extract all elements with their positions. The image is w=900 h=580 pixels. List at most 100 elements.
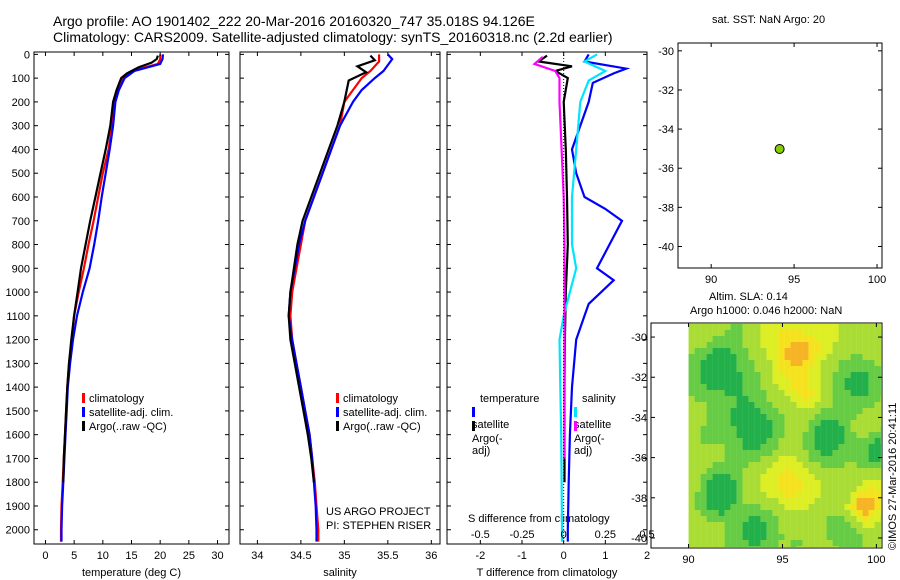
x-tick-label: 20 xyxy=(154,550,166,562)
sla-cell xyxy=(862,414,869,420)
sla-cell xyxy=(838,396,845,402)
sla-cell xyxy=(844,438,851,444)
sla-cell xyxy=(862,402,869,408)
sla-cell xyxy=(850,372,857,378)
sla-cell xyxy=(802,522,809,528)
sla-cell xyxy=(736,456,743,462)
sla-cell xyxy=(820,468,827,474)
sla-cell xyxy=(874,336,881,342)
x-tick-label: 25 xyxy=(183,550,195,562)
sla-cell xyxy=(832,324,839,330)
sla-cell xyxy=(808,444,815,450)
sla-cell xyxy=(712,426,719,432)
sla-cell xyxy=(706,432,713,438)
sla-cell xyxy=(700,396,707,402)
sla-cell xyxy=(826,456,833,462)
y-tick-label: 900 xyxy=(12,263,30,275)
sla-cell xyxy=(790,534,797,540)
sla-cell xyxy=(688,330,695,336)
sla-cell xyxy=(790,450,797,456)
sla-cell xyxy=(718,474,725,480)
sla-cell xyxy=(874,390,881,396)
sla-cell xyxy=(850,444,857,450)
sla-cell xyxy=(772,366,779,372)
sla-cell xyxy=(730,438,737,444)
sla-cell xyxy=(754,546,761,547)
top-tick-label: -0.5 xyxy=(471,529,490,541)
sla-cell xyxy=(736,408,743,414)
sla-cell xyxy=(766,510,773,516)
sla-cell xyxy=(802,324,809,330)
sla-cell xyxy=(814,324,821,330)
sla-cell xyxy=(766,474,773,480)
sla-cell xyxy=(760,546,767,547)
sla-cell xyxy=(802,468,809,474)
sla-cell xyxy=(766,534,773,540)
sla-cell xyxy=(760,396,767,402)
sla-cell xyxy=(838,462,845,468)
sla-cell xyxy=(706,492,713,498)
sla-cell xyxy=(784,414,791,420)
sla-cell xyxy=(718,444,725,450)
sla-cell xyxy=(802,486,809,492)
series-line-temperature-satellite xyxy=(566,53,631,542)
sla-cell xyxy=(838,510,845,516)
series-line-temperature-argo-adj- xyxy=(535,54,573,483)
sla-cell xyxy=(742,324,749,330)
sla-cell xyxy=(694,534,701,540)
sla-cell xyxy=(790,426,797,432)
sla-cell xyxy=(754,348,761,354)
sla-cell xyxy=(688,438,695,444)
sla-cell xyxy=(808,432,815,438)
series-line-argo-raw-qc- xyxy=(287,54,377,483)
sla-cell xyxy=(874,432,881,438)
sla-cell xyxy=(712,366,719,372)
sla-cell xyxy=(820,354,827,360)
sla-cell xyxy=(790,342,797,348)
sla-cell xyxy=(718,528,725,534)
sla-cell xyxy=(748,384,755,390)
sla-cell xyxy=(730,372,737,378)
sla-cell xyxy=(784,420,791,426)
sla-cell xyxy=(802,480,809,486)
legend-label: satellite xyxy=(472,419,510,431)
sla-cell xyxy=(736,420,743,426)
sla-cell xyxy=(814,522,821,528)
sla-cell xyxy=(724,528,731,534)
sla-cell xyxy=(868,534,875,540)
sla-cell xyxy=(844,450,851,456)
sla-cell xyxy=(712,540,719,546)
sla-cell xyxy=(862,468,869,474)
sla-cell xyxy=(760,522,767,528)
sla-cell xyxy=(760,378,767,384)
sla-cell xyxy=(826,402,833,408)
sla-cell xyxy=(844,540,851,546)
sla-cell xyxy=(748,372,755,378)
sla-cell xyxy=(694,432,701,438)
sla-cell xyxy=(868,474,875,480)
x-tick-label: 5 xyxy=(71,550,77,562)
sla-cell xyxy=(706,522,713,528)
legend-label: Argo(..raw -QC) xyxy=(89,421,167,433)
sla-cell xyxy=(802,504,809,510)
sla-cell xyxy=(706,372,713,378)
sla-cell xyxy=(688,354,695,360)
sla-cell xyxy=(754,360,761,366)
sla-cell xyxy=(862,336,869,342)
sla-cell xyxy=(862,426,869,432)
y-tick-label: 700 xyxy=(12,216,30,228)
y-tick-label: 300 xyxy=(12,121,30,133)
sla-cell xyxy=(754,330,761,336)
sla-cell xyxy=(838,336,845,342)
sla-cell xyxy=(868,360,875,366)
y-tick-label: 2000 xyxy=(6,525,30,537)
sla-cell xyxy=(706,348,713,354)
sla-cell xyxy=(718,378,725,384)
sla-cell xyxy=(862,384,869,390)
x-tick-label: 35 xyxy=(338,550,350,562)
sla-cell xyxy=(730,366,737,372)
sla-map-title: Altim. SLA: 0.14 xyxy=(709,291,788,303)
sla-cell xyxy=(778,366,785,372)
sla-cell xyxy=(814,378,821,384)
sla-cell xyxy=(712,444,719,450)
